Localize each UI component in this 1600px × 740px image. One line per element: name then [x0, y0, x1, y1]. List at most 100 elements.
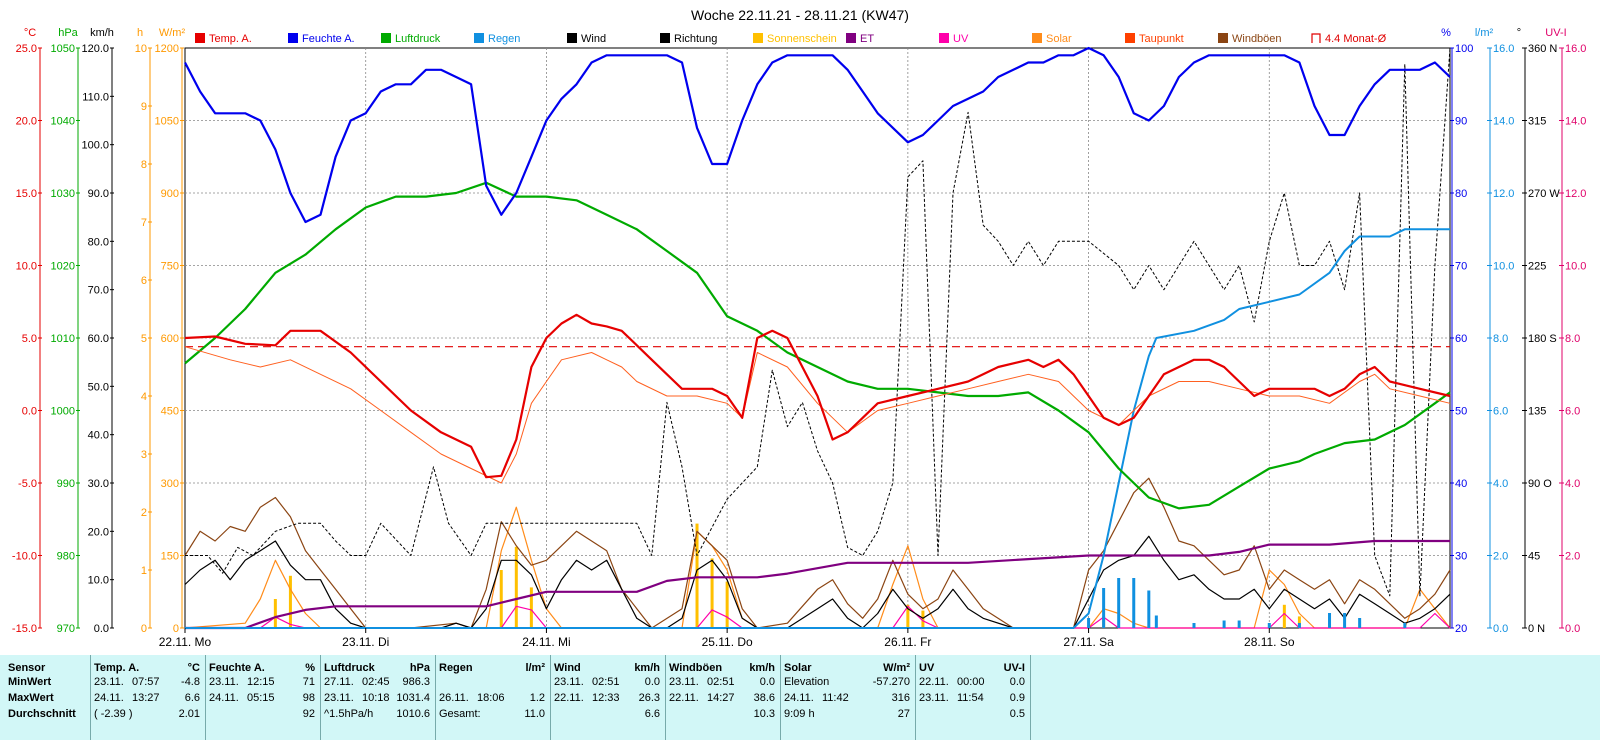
left-axis-unit: hPa — [58, 27, 78, 39]
stat-rain-max-val: 1.2 — [529, 692, 545, 704]
right-axis-tick-label: 12.0 — [1565, 188, 1586, 200]
stat-hum-avg-val: 92 — [302, 708, 315, 720]
stat-unit-hum: % — [305, 662, 315, 674]
left-axis-tick-label: 1 — [141, 565, 147, 577]
stat-hum-max-date: 24.11. — [209, 692, 239, 704]
legend-label: Temp. A. — [209, 33, 252, 45]
stat-unit-uv: UV-I — [1003, 662, 1025, 674]
stat-temp-min-val: -4.8 — [181, 676, 200, 688]
x-axis-tick-label: 25.11. Do — [702, 635, 753, 649]
stat-label-avg: Durchschnitt — [8, 708, 76, 720]
stat-header-wind: Wind — [554, 662, 581, 674]
right-axis-tick-label: 2.0 — [1565, 551, 1580, 563]
right-axis-tick-label: 8.0 — [1565, 333, 1580, 345]
left-axis-tick-label: 1020 — [51, 261, 75, 273]
stat-gust-max-time: 14:27 — [707, 692, 735, 704]
stat-unit-wind: km/h — [634, 662, 660, 674]
rain-bar — [1297, 623, 1301, 628]
stat-header-solar: Solar — [784, 662, 812, 674]
legend-label: UV — [953, 33, 969, 45]
legend-label: Luftdruck — [395, 33, 441, 45]
stat-header-uv: UV — [919, 662, 935, 674]
left-axis-tick-label: -10.0 — [12, 551, 37, 563]
stat-hum-min-val: 71 — [302, 676, 315, 688]
left-axis-tick-label: 970 — [57, 623, 75, 635]
rain-bar — [1087, 618, 1091, 628]
left-axis-tick-label: 990 — [57, 478, 75, 490]
left-axis-tick-label: 10.0 — [88, 575, 109, 587]
left-axis-tick-label: 25.0 — [16, 43, 37, 55]
stat-wind-max-date: 22.11. — [554, 692, 584, 704]
left-axis-tick-label: 0 — [173, 623, 179, 635]
legend-bracket-icon — [1311, 33, 1321, 43]
sunshine-bar — [906, 604, 910, 628]
stat-rain-max-date: 26.11. — [439, 692, 469, 704]
stat-header-hum: Feuchte A. — [209, 662, 265, 674]
right-axis-tick-label: 225 — [1528, 261, 1546, 273]
left-axis-tick-label: 20.0 — [16, 116, 37, 128]
stat-temp-max-date: 24.11. — [94, 692, 124, 704]
stat-wind-min-time: 02:51 — [592, 676, 620, 688]
legend-square-icon — [846, 33, 856, 43]
stat-wind-min-val: 0.0 — [644, 676, 660, 688]
legend-square-icon — [288, 33, 298, 43]
right-axis-tick-label: 8.0 — [1493, 333, 1508, 345]
right-axis-tick-label: 100 — [1455, 43, 1473, 55]
right-axis-tick-label: 6.0 — [1493, 406, 1508, 418]
stats-hum: Feuchte A.% 23.11. 12:15 71 24.11. 05:15 98 … — [205, 655, 321, 740]
left-axis-tick-label: 5 — [141, 333, 147, 345]
stat-solar-max-time: 11:42 — [822, 692, 849, 704]
stat-rain-avg-val: 11.0 — [524, 708, 545, 720]
rain-bar — [1403, 623, 1407, 628]
x-axis-tick-label: 28.11. So — [1244, 635, 1295, 649]
right-axis-tick-label: 16.0 — [1565, 43, 1586, 55]
stat-unit-solar: W/m² — [883, 662, 910, 674]
stats-temp: Temp. A. °C 23.11. 07:57 -4.8 24.11. 13:27 6.… — [90, 655, 206, 740]
stat-uv-avg-val: 0.5 — [1009, 708, 1025, 720]
stats-uv: UV UV-I 22.11. 00:00 0.0 23.11. 11:54 0.9 0.5 — [915, 655, 1031, 740]
stat-gust-max-val: 38.6 — [753, 692, 775, 704]
x-axis-tick-label: 27.11. Sa — [1063, 635, 1114, 649]
left-axis-tick-label: 8 — [141, 159, 147, 171]
stats-panel: Sensor MinWert MaxWert Durchschnitt Temp… — [0, 655, 1600, 740]
right-axis-tick-label: 0 N — [1528, 623, 1545, 635]
left-axis-tick-label: 900 — [161, 188, 179, 200]
rain-bar — [1132, 578, 1136, 628]
legend-label: Taupunkt — [1139, 33, 1184, 45]
stat-temp-min-time: 07:57 — [132, 676, 160, 688]
x-axis-tick-label: 23.11. Di — [342, 635, 389, 649]
right-axis-tick-label: 270 W — [1528, 188, 1560, 200]
right-axis-tick-label: 14.0 — [1493, 116, 1514, 128]
left-axis-tick-label: 40.0 — [88, 430, 109, 442]
left-axis-tick-label: 60.0 — [88, 333, 109, 345]
rain-bar — [1222, 620, 1226, 628]
stat-gust-avg-val: 10.3 — [753, 708, 775, 720]
right-axis-tick-label: 30 — [1455, 551, 1467, 563]
left-axis-tick-label: 150 — [161, 551, 179, 563]
left-axis-tick-label: 90.0 — [88, 188, 109, 200]
stats-rain: Regen l/m² 26.11. 18:06 1.2 Gesamt: 11.0 — [435, 655, 551, 740]
left-axis-tick-label: 1000 — [51, 406, 75, 418]
axes: °C25.020.015.010.05.00.0-5.0-10.0-15.0hP… — [12, 27, 1587, 635]
right-axis-tick-label: 70 — [1455, 261, 1467, 273]
stat-pres-avg-val: 1010.6 — [396, 708, 430, 720]
left-axis-tick-label: 0.0 — [94, 623, 109, 635]
series-line-feuchte-a — [184, 46, 1451, 224]
stat-gust-min-time: 02:51 — [707, 676, 735, 688]
right-axis-tick-label: 90 O — [1528, 478, 1552, 490]
stat-solar-max-val: 316 — [891, 692, 910, 704]
right-axis-tick-label: 2.0 — [1493, 551, 1508, 563]
stat-unit-gust: km/h — [749, 662, 775, 674]
right-axis-unit: l/m² — [1475, 27, 1494, 39]
x-axis-tick-label: 24.11. Mi — [522, 635, 570, 649]
left-axis-tick-label: 7 — [141, 217, 147, 229]
x-axis-tick-label: 26.11. Fr — [884, 635, 931, 649]
stat-solar-avg-val: 27 — [897, 708, 910, 720]
sunshine-bar — [529, 587, 533, 628]
stat-hum-min-date: 23.11. — [209, 676, 239, 688]
sunshine-bar — [725, 581, 729, 628]
legend-square-icon — [567, 33, 577, 43]
left-axis-tick-label: 20.0 — [88, 526, 109, 538]
stat-solar-min-val: -57.270 — [872, 676, 910, 688]
series-layer — [184, 46, 1451, 630]
